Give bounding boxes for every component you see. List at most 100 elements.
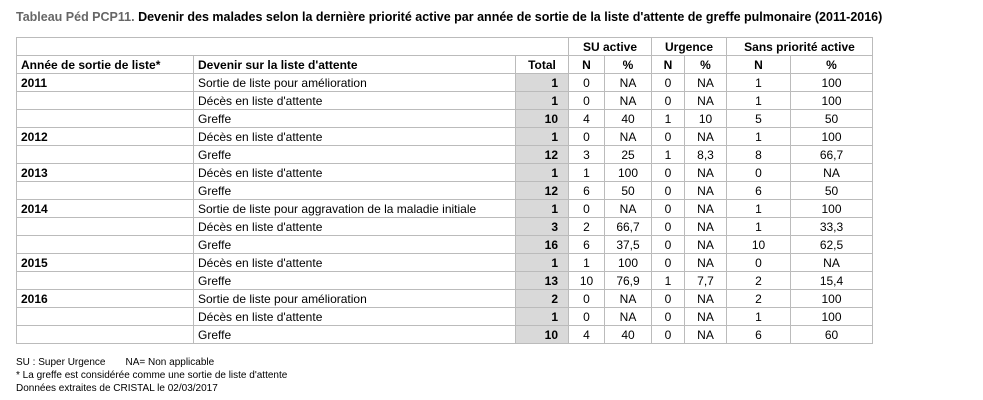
value-cell: 15,4: [790, 271, 873, 290]
outcome-cell: Décès en liste d'attente: [193, 217, 516, 236]
value-cell: 50: [790, 109, 873, 128]
value-cell: 10: [726, 235, 791, 254]
value-cell: NA: [684, 127, 727, 146]
value-cell: 0: [568, 199, 605, 218]
outcome-cell: Greffe: [193, 271, 516, 290]
value-cell: 0: [568, 73, 605, 92]
value-cell: 100: [790, 199, 873, 218]
column-header: N: [651, 55, 685, 74]
value-cell: 2: [726, 289, 791, 308]
value-cell: 10: [684, 109, 727, 128]
outcome-cell: Décès en liste d'attente: [193, 253, 516, 272]
table-row: Décès en liste d'attente 3 2 66,7 0 NA 1 33,3: [16, 217, 873, 236]
value-cell: 7,7: [684, 271, 727, 290]
value-cell: 0: [651, 199, 685, 218]
table-row: 2011 Sortie de liste pour amélioration 1 0 N…: [16, 73, 873, 92]
value-cell: 100: [604, 163, 652, 182]
outcome-cell: Greffe: [193, 181, 516, 200]
column-header: Total: [515, 55, 569, 74]
value-cell: 0: [651, 73, 685, 92]
value-cell: 6: [726, 325, 791, 344]
total-cell: 1: [515, 91, 569, 110]
value-cell: NA: [684, 289, 727, 308]
total-cell: 1: [515, 253, 569, 272]
value-cell: 0: [726, 253, 791, 272]
value-cell: 37,5: [604, 235, 652, 254]
value-cell: NA: [604, 73, 652, 92]
value-cell: 0: [651, 307, 685, 326]
value-cell: 66,7: [604, 217, 652, 236]
year-cell: [16, 181, 194, 200]
title-text: Devenir des malades selon la dernière pr…: [138, 10, 883, 24]
value-cell: 100: [604, 253, 652, 272]
year-cell: [16, 235, 194, 254]
total-cell: 3: [515, 217, 569, 236]
outcome-cell: Greffe: [193, 145, 516, 164]
table-row: Greffe 12 3 25 1 8,3 8 66,7: [16, 145, 873, 164]
table-row: Décès en liste d'attente 1 0 NA 0 NA 1 100: [16, 91, 873, 110]
year-cell: [16, 145, 194, 164]
value-cell: 0: [726, 163, 791, 182]
value-cell: 0: [651, 325, 685, 344]
year-cell: [16, 217, 194, 236]
year-cell: 2014: [16, 199, 194, 218]
value-cell: NA: [684, 181, 727, 200]
value-cell: 1: [726, 217, 791, 236]
total-cell: 12: [515, 181, 569, 200]
value-cell: NA: [790, 163, 873, 182]
value-cell: 33,3: [790, 217, 873, 236]
value-cell: NA: [684, 199, 727, 218]
value-cell: 1: [726, 73, 791, 92]
group-header: Sans priorité active: [726, 37, 873, 56]
value-cell: 1: [726, 91, 791, 110]
value-cell: 3: [568, 145, 605, 164]
value-cell: 2: [726, 271, 791, 290]
value-cell: 6: [726, 181, 791, 200]
year-cell: [16, 109, 194, 128]
outcome-cell: Greffe: [193, 235, 516, 254]
value-cell: 76,9: [604, 271, 652, 290]
value-cell: NA: [684, 307, 727, 326]
value-cell: NA: [684, 91, 727, 110]
outcome-cell: Greffe: [193, 109, 516, 128]
value-cell: 4: [568, 109, 605, 128]
value-cell: 6: [568, 181, 605, 200]
value-cell: NA: [604, 91, 652, 110]
total-cell: 10: [515, 325, 569, 344]
value-cell: 0: [568, 289, 605, 308]
title-label: Tableau Péd PCP11.: [16, 10, 135, 24]
table-row: 2012 Décès en liste d'attente 1 0 NA 0 NA 1 100: [16, 127, 873, 146]
empty-cell: [16, 37, 569, 56]
table: SU active Urgence Sans priorité active Anné…: [16, 37, 873, 344]
year-cell: 2015: [16, 253, 194, 272]
column-header: Devenir sur la liste d'attente: [193, 55, 516, 74]
value-cell: NA: [604, 307, 652, 326]
value-cell: 5: [726, 109, 791, 128]
table-row: Décès en liste d'attente 1 0 NA 0 NA 1 100: [16, 307, 873, 326]
value-cell: 0: [651, 253, 685, 272]
value-cell: 0: [651, 91, 685, 110]
column-header: N: [568, 55, 605, 74]
value-cell: 0: [651, 217, 685, 236]
value-cell: NA: [684, 253, 727, 272]
value-cell: NA: [684, 325, 727, 344]
table-row: 2016 Sortie de liste pour amélioration 2 0 N…: [16, 289, 873, 308]
value-cell: 0: [568, 91, 605, 110]
value-cell: 10: [568, 271, 605, 290]
value-cell: 100: [790, 127, 873, 146]
column-header: %: [684, 55, 727, 74]
value-cell: 100: [790, 91, 873, 110]
year-cell: [16, 307, 194, 326]
outcome-cell: Décès en liste d'attente: [193, 127, 516, 146]
value-cell: NA: [684, 73, 727, 92]
title: Tableau Péd PCP11. Devenir des malades s…: [16, 10, 882, 24]
value-cell: NA: [604, 199, 652, 218]
value-cell: NA: [684, 217, 727, 236]
total-cell: 1: [515, 127, 569, 146]
table-row: 2014 Sortie de liste pour aggravation de …: [16, 199, 873, 218]
value-cell: 1: [651, 109, 685, 128]
year-cell: 2013: [16, 163, 194, 182]
footnote-su: SU : Super Urgence: [16, 357, 106, 368]
value-cell: 50: [604, 181, 652, 200]
